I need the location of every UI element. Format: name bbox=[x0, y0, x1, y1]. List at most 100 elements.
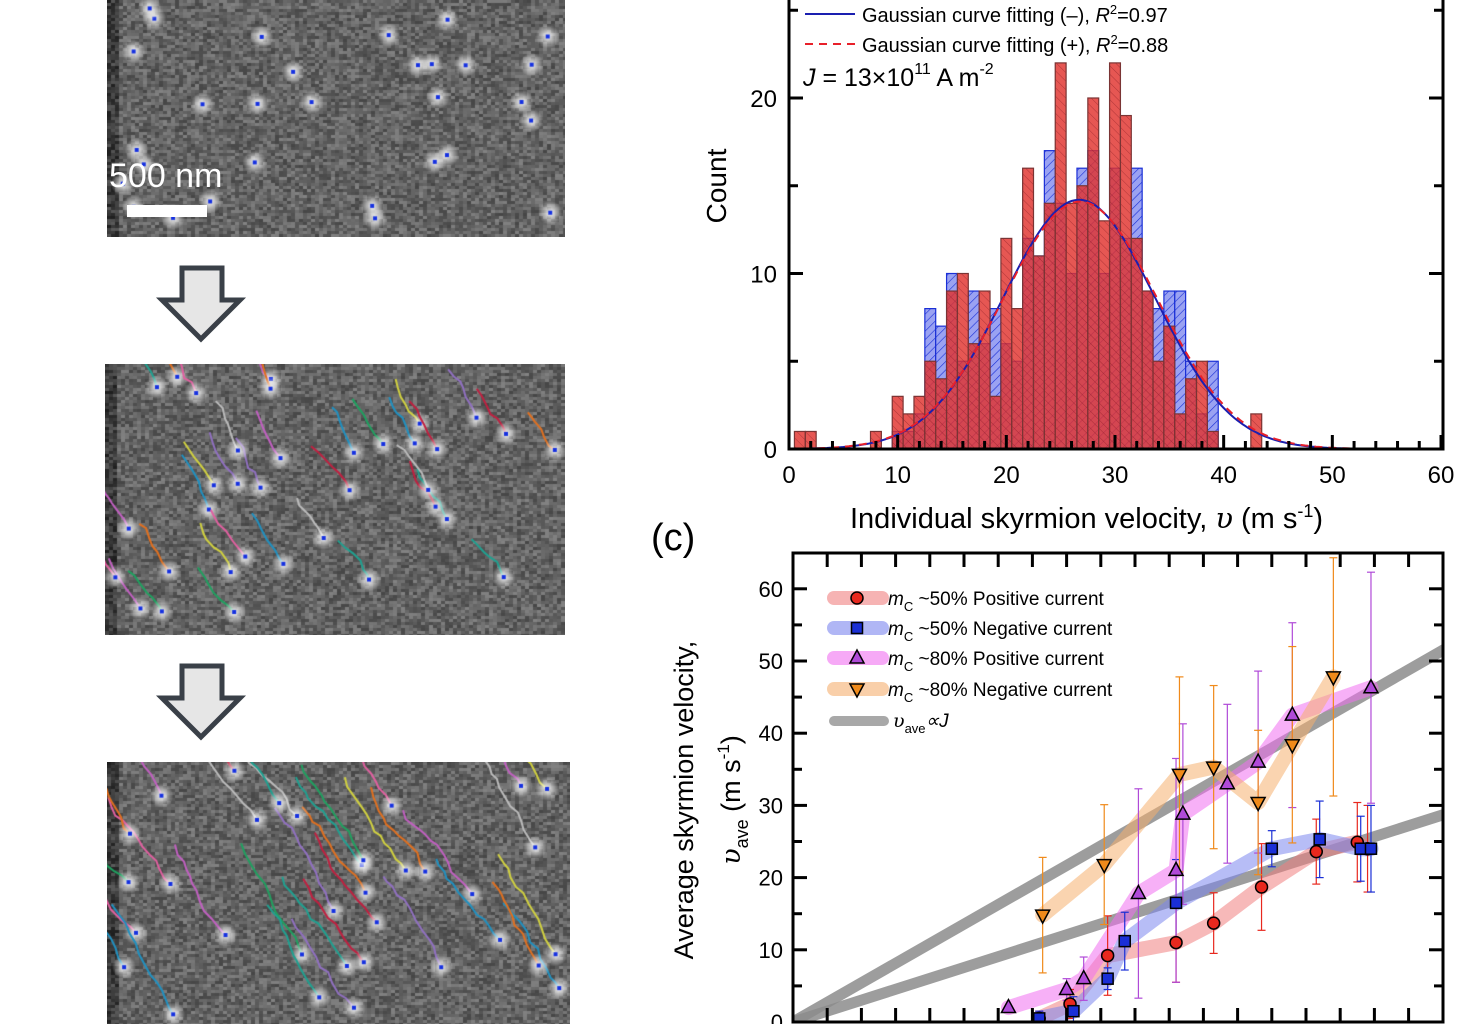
data-point bbox=[1249, 796, 1267, 813]
histogram-bar-positive bbox=[1076, 185, 1089, 449]
data-point bbox=[1205, 761, 1222, 777]
x-tick-label: 50 bbox=[1319, 462, 1346, 489]
histogram-bar-positive bbox=[1000, 237, 1013, 449]
y-tick-label: 10 bbox=[750, 262, 777, 289]
micrograph-intermediate-tracks bbox=[105, 364, 565, 635]
data-point bbox=[1095, 858, 1113, 875]
down-arrow-icon bbox=[155, 265, 247, 343]
x-tick-label: 20 bbox=[993, 462, 1020, 489]
histogram-bar-positive bbox=[1195, 360, 1208, 449]
data-point bbox=[1284, 705, 1301, 721]
data-point bbox=[1034, 909, 1051, 925]
histogram-y-title: Count bbox=[701, 148, 732, 223]
data-point bbox=[1249, 752, 1267, 768]
histogram-bar-positive bbox=[804, 430, 817, 449]
histogram-bar-positive bbox=[793, 430, 806, 449]
legend-m80-negative: mC ~80% Negative current bbox=[888, 680, 1113, 705]
histogram-bar-positive bbox=[1098, 220, 1111, 449]
x-tick-label: 0 bbox=[782, 462, 795, 489]
legend-m80-positive: mC ~80% Positive current bbox=[888, 649, 1105, 674]
legend-marker bbox=[850, 621, 864, 635]
histogram-bar-positive bbox=[1163, 325, 1176, 449]
micrograph-final-tracks bbox=[107, 762, 570, 1024]
x-tick-label: 60 bbox=[1428, 462, 1455, 489]
histogram-bar-positive bbox=[1032, 255, 1045, 449]
chart-c-y-title-line1: Average skyrmion velocity, bbox=[669, 641, 699, 960]
chart-c-legend: mC ~50% Positive current mC ~50% Negativ… bbox=[827, 589, 1113, 736]
data-point bbox=[1101, 972, 1114, 985]
legend-marker bbox=[848, 683, 866, 699]
legend-marker bbox=[848, 648, 866, 664]
data-point bbox=[1364, 842, 1378, 855]
y-tick-label: 20 bbox=[759, 866, 783, 891]
histogram-bar-positive bbox=[1152, 360, 1165, 449]
data-point bbox=[1169, 935, 1183, 950]
histogram-bar-positive bbox=[956, 272, 969, 449]
legend-m50-negative: mC ~50% Negative current bbox=[888, 619, 1113, 644]
y-tick-label: 10 bbox=[759, 938, 783, 963]
data-point bbox=[1075, 969, 1092, 985]
data-point bbox=[1067, 1004, 1080, 1018]
histogram-bar-positive bbox=[1011, 308, 1024, 449]
data-point bbox=[1219, 774, 1236, 790]
down-arrow-icon bbox=[155, 663, 247, 741]
histogram-bar-positive bbox=[1206, 430, 1219, 449]
data-point bbox=[1058, 979, 1075, 996]
legend-m50-positive: mC ~50% Positive current bbox=[888, 589, 1105, 614]
data-point bbox=[1000, 997, 1017, 1014]
chart-c-y-title-line2: υave (m s-1) bbox=[714, 735, 752, 865]
histogram-legend: Gaussian curve fitting (–), R2=0.97 Gaus… bbox=[802, 2, 1168, 92]
y-tick-label: 60 bbox=[759, 577, 783, 602]
data-point bbox=[1362, 678, 1380, 694]
data-point bbox=[1171, 768, 1188, 784]
histogram-bar-positive bbox=[1054, 62, 1067, 449]
data-point bbox=[1313, 833, 1326, 846]
scale-bar-label: 500 nm bbox=[109, 157, 223, 195]
histogram-bar-positive bbox=[1119, 114, 1132, 449]
histogram-chart: 0 10 20 30 40 50 60 0 10 20 Count Individual skyr… bbox=[701, 0, 1454, 535]
histogram-bar-positive bbox=[1043, 202, 1056, 449]
histogram-bar-positive bbox=[1065, 202, 1078, 449]
histogram-bar-positive bbox=[978, 290, 991, 449]
legend-marker bbox=[850, 591, 864, 605]
data-point bbox=[1100, 948, 1115, 963]
y-tick-label: 30 bbox=[759, 793, 783, 818]
data-point bbox=[1174, 804, 1192, 820]
data-point bbox=[1265, 842, 1279, 855]
current-density-annotation: J = 13×1011 A m-2 bbox=[802, 61, 994, 92]
x-tick-label: 30 bbox=[1102, 462, 1129, 489]
histogram-bar-positive bbox=[989, 395, 1002, 449]
micrograph-initial bbox=[107, 0, 565, 237]
data-point bbox=[1167, 860, 1185, 877]
velocity-vs-current-chart: 0 10 20 30 40 50 60 Average skyrmion velocity,… bbox=[669, 551, 1445, 1024]
histogram-bar-positive bbox=[935, 378, 948, 449]
data-point bbox=[1354, 842, 1367, 855]
data-point bbox=[1206, 916, 1221, 930]
histogram-x-title: Individual skyrmion velocity, υ (m s-1) bbox=[850, 501, 1323, 535]
histogram-bar-positive bbox=[924, 360, 937, 449]
x-tick-label: 10 bbox=[884, 462, 911, 489]
y-tick-label: 50 bbox=[759, 649, 783, 674]
scale-bar bbox=[127, 205, 207, 217]
histogram-bar-positive bbox=[1185, 378, 1198, 449]
y-tick-label: 0 bbox=[764, 437, 777, 464]
data-point bbox=[1130, 883, 1147, 900]
histogram-bar-positive bbox=[1141, 290, 1154, 449]
y-tick-label: 0 bbox=[771, 1010, 783, 1024]
data-point bbox=[1309, 844, 1324, 859]
data-point bbox=[1118, 934, 1131, 948]
histogram-bar-positive bbox=[1087, 97, 1100, 449]
legend-fit-negative: Gaussian curve fitting (–), R2=0.97 bbox=[862, 2, 1168, 27]
data-point bbox=[1254, 880, 1269, 894]
x-tick-label: 40 bbox=[1210, 462, 1237, 489]
y-tick-label: 40 bbox=[759, 721, 783, 746]
histogram-bar-positive bbox=[945, 290, 959, 449]
panel-c-label: (c) bbox=[651, 517, 695, 559]
histogram-bar-positive bbox=[1108, 62, 1122, 449]
y-tick-label: 20 bbox=[750, 86, 777, 113]
data-point bbox=[1284, 739, 1301, 755]
legend-proportional-line: υave∝J bbox=[893, 710, 949, 736]
legend-fit-positive: Gaussian curve fitting (+), R2=0.88 bbox=[862, 32, 1168, 57]
chart-c-frame bbox=[791, 551, 1445, 1024]
histogram-bar-positive bbox=[1022, 167, 1035, 449]
